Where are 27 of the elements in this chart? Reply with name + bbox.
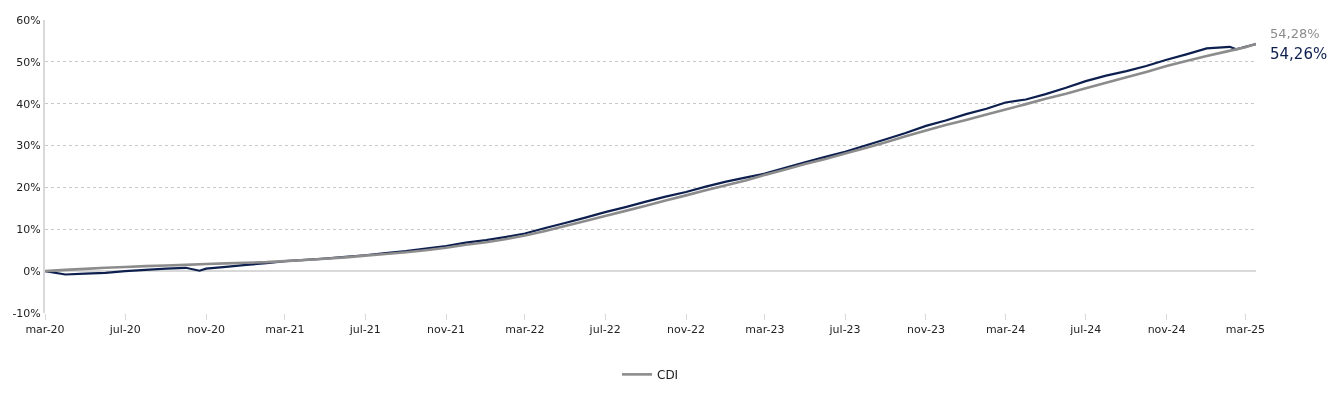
x-tick-label: mar-22 xyxy=(505,323,545,337)
y-tick-label: 20% xyxy=(16,181,41,195)
x-tick-label: jul-24 xyxy=(1069,323,1102,337)
y-tick-label: 10% xyxy=(16,223,41,237)
x-tick-label: nov-20 xyxy=(187,323,226,337)
y-tick-label: 40% xyxy=(16,97,41,111)
y-tick-label: 60% xyxy=(16,13,41,27)
legend-label: CDI xyxy=(657,368,679,383)
x-tick-label: jul-20 xyxy=(108,323,141,337)
x-tick-label: nov-21 xyxy=(427,323,465,337)
y-tick-label: 30% xyxy=(16,139,41,153)
x-tick-label: jul-21 xyxy=(348,323,381,337)
x-tick-label: mar-20 xyxy=(25,323,65,337)
x-tick-label: mar-21 xyxy=(265,323,305,337)
y-tick-label: -10% xyxy=(12,306,41,320)
x-tick-label: jul-22 xyxy=(588,323,621,337)
x-tick-label: jul-23 xyxy=(828,323,861,337)
x-tick-label: mar-25 xyxy=(1225,323,1266,337)
x-tick-label: nov-23 xyxy=(907,323,945,337)
annotation: 54,26% xyxy=(1270,45,1328,63)
x-tick-label: mar-23 xyxy=(745,323,785,337)
x-tick-label: mar-24 xyxy=(985,323,1026,337)
annotation: 54,28% xyxy=(1270,26,1320,41)
y-tick-label: 0% xyxy=(23,264,41,278)
x-tick-label: nov-24 xyxy=(1147,323,1186,337)
x-tick-label: nov-22 xyxy=(667,323,705,337)
y-tick-label: 50% xyxy=(16,55,41,69)
